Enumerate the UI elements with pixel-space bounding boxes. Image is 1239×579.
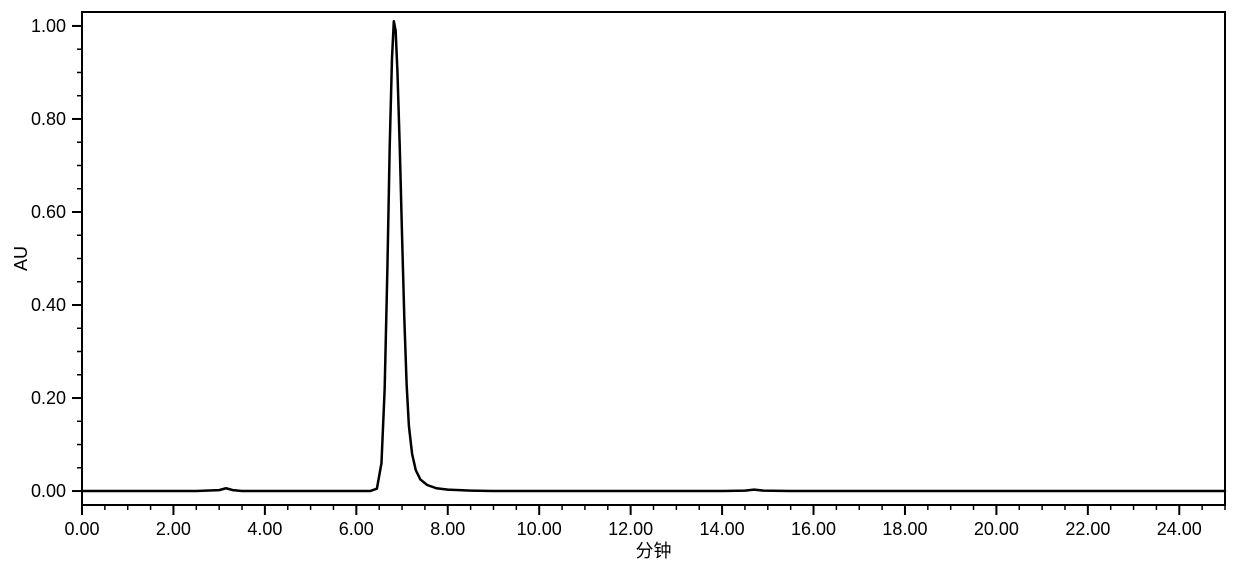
- x-tick-label: 10.00: [517, 519, 562, 539]
- y-axis-label: AU: [11, 246, 31, 271]
- x-tick-label: 22.00: [1065, 519, 1110, 539]
- y-tick-label: 1.00: [31, 16, 66, 36]
- x-tick-label: 24.00: [1157, 519, 1202, 539]
- y-tick-label: 0.80: [31, 109, 66, 129]
- chromatogram-chart: 0.00 2.00 4.00 6.00 8.00 10.00 12.00 14.00 16.00…: [0, 0, 1239, 579]
- x-tick-label: 6.00: [339, 519, 374, 539]
- y-tick-label: 0.40: [31, 295, 66, 315]
- x-tick-label: 18.00: [882, 519, 927, 539]
- x-tick-label: 4.00: [247, 519, 282, 539]
- x-tick-label: 16.00: [791, 519, 836, 539]
- x-tick-label: 0.00: [64, 519, 99, 539]
- x-tick-label: 2.00: [156, 519, 191, 539]
- chart-svg: 0.00 2.00 4.00 6.00 8.00 10.00 12.00 14.00 16.00…: [0, 0, 1239, 579]
- x-tick-label: 12.00: [608, 519, 653, 539]
- y-tick-label: 0.60: [31, 202, 66, 222]
- x-tick-label: 20.00: [974, 519, 1019, 539]
- x-tick-label: 14.00: [700, 519, 745, 539]
- y-tick-label: 0.20: [31, 388, 66, 408]
- y-tick-label: 0.00: [31, 481, 66, 501]
- x-tick-label: 8.00: [430, 519, 465, 539]
- x-axis-label: 分钟: [636, 541, 672, 561]
